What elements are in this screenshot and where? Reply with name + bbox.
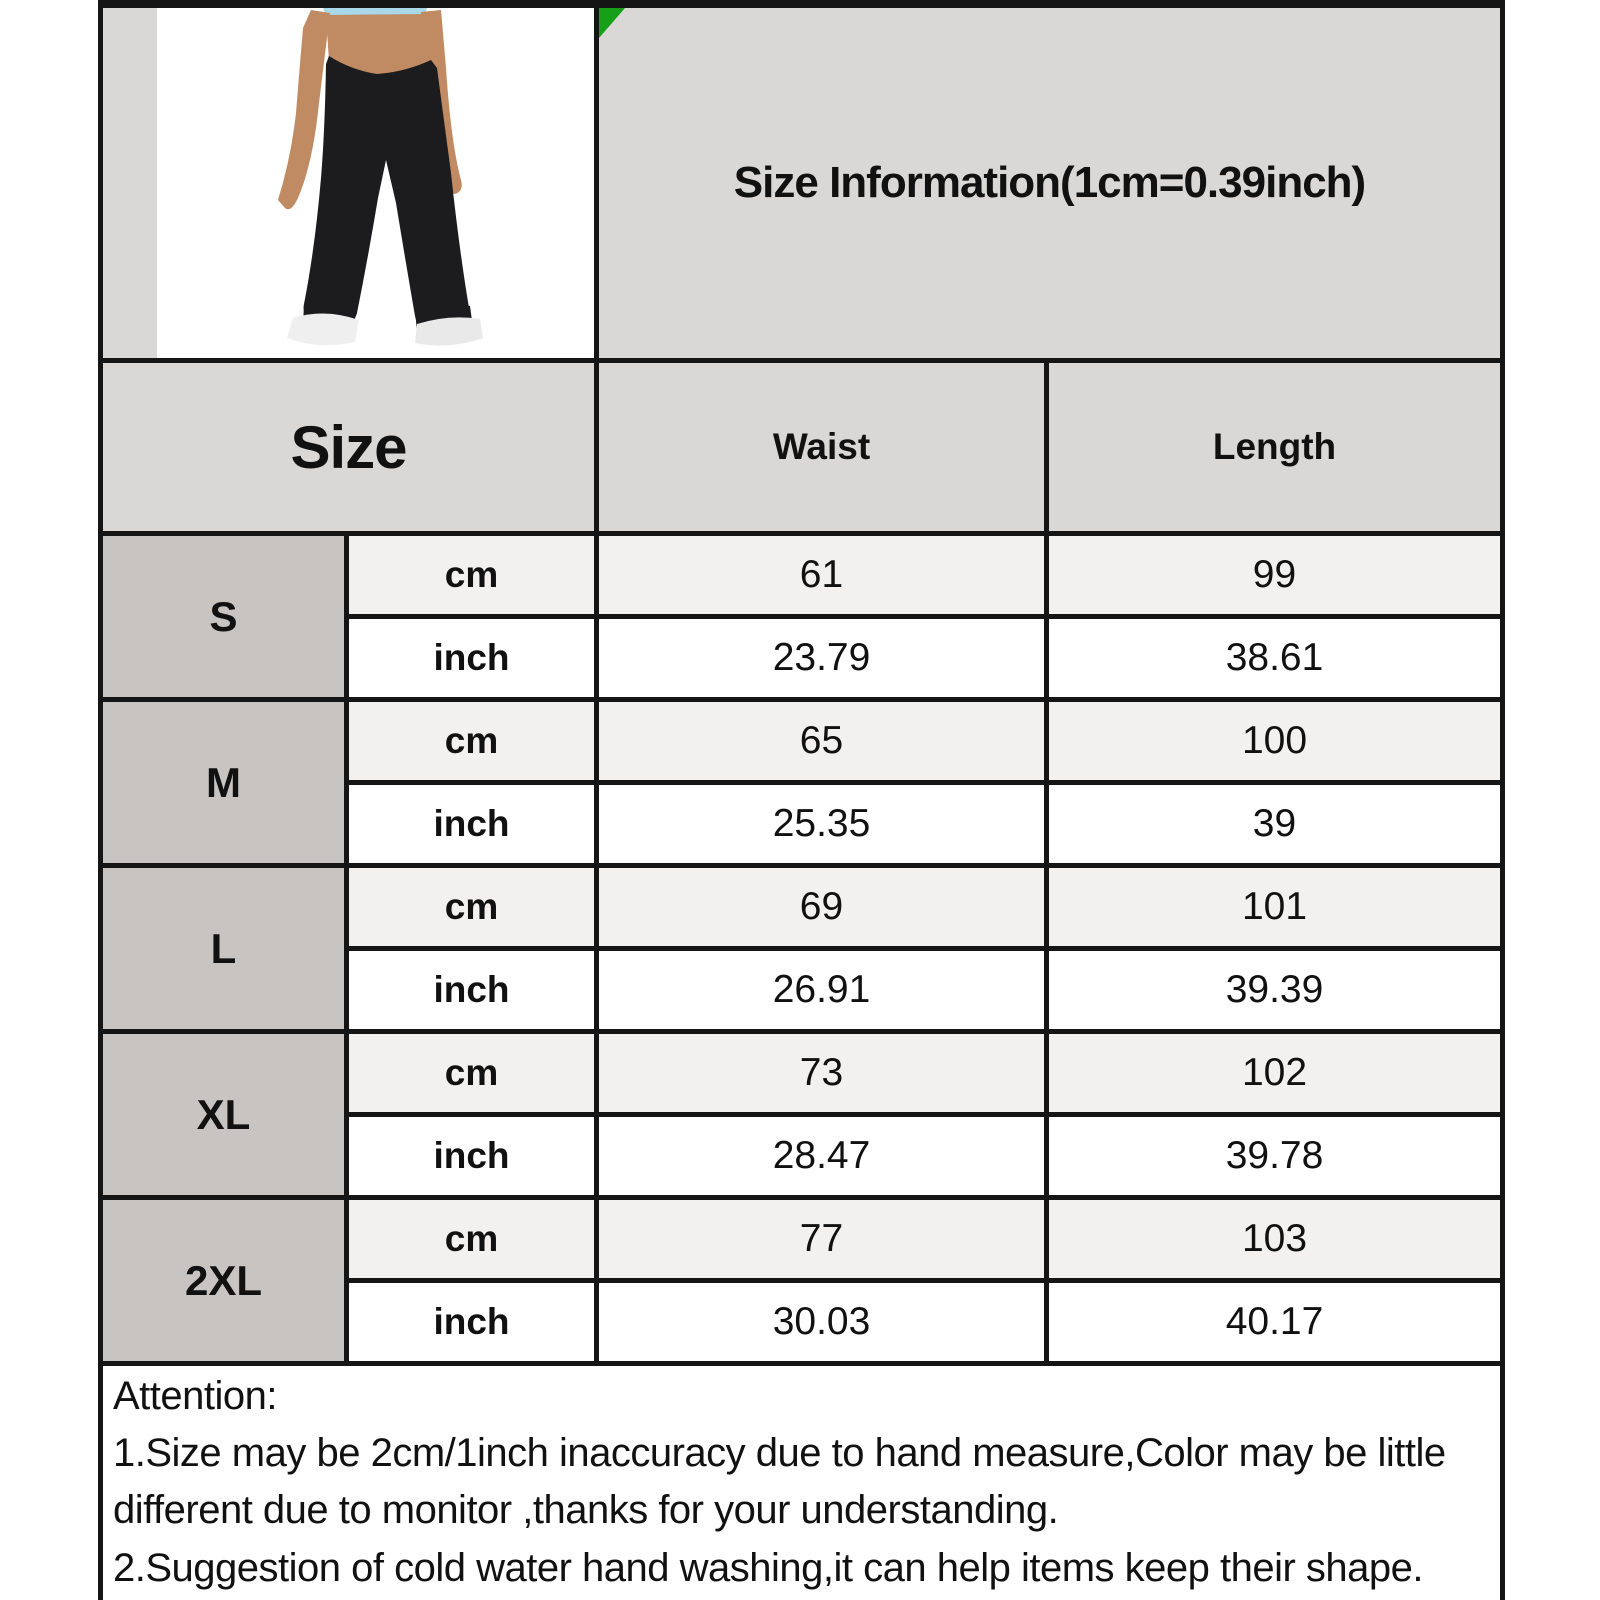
length-value: 39 [1049,785,1500,863]
waist-value: 28.47 [599,1117,1044,1195]
length-value: 100 [1049,702,1500,780]
size-label-s: S [103,536,344,697]
size-label-xl: XL [103,1034,344,1195]
waist-value: 65 [599,702,1044,780]
length-value: 39.78 [1049,1117,1500,1195]
length-value: 101 [1049,868,1500,946]
waist-value: 30.03 [599,1283,1044,1361]
unit-cell: inch [349,951,594,1029]
unit-cell: inch [349,785,594,863]
waist-value: 77 [599,1200,1044,1278]
unit-cell: cm [349,1034,594,1112]
length-value: 39.39 [1049,951,1500,1029]
waist-value: 26.91 [599,951,1044,1029]
product-photo-cell [103,8,594,358]
size-information-header-cell: Size Information(1cm=0.39inch) [599,8,1500,358]
waist-value: 61 [599,536,1044,614]
length-value: 99 [1049,536,1500,614]
green-corner-triangle-icon [599,8,625,38]
attention-line-1: 1.Size may be 2cm/1inch inaccuracy due t… [113,1431,1446,1533]
length-value: 103 [1049,1200,1500,1278]
attention-line-2: 2.Suggestion of cold water hand washing,… [113,1545,1424,1590]
unit-cell: cm [349,1200,594,1278]
waist-value: 25.35 [599,785,1044,863]
unit-cell: inch [349,1283,594,1361]
attention-note: Attention: 1.Size may be 2cm/1inch inacc… [103,1366,1500,1600]
length-value: 40.17 [1049,1283,1500,1361]
flare-leggings-model-photo [161,8,588,354]
waist-value: 23.79 [599,619,1044,697]
column-header-length: Length [1049,363,1500,531]
unit-cell: cm [349,868,594,946]
leggings-model-illustration [277,8,483,346]
waist-value: 73 [599,1034,1044,1112]
waist-value: 69 [599,868,1044,946]
length-value: 102 [1049,1034,1500,1112]
left-gray-strip [103,8,157,358]
attention-heading: Attention: [113,1374,278,1418]
column-header-waist: Waist [599,363,1044,531]
size-chart-table: Size Information(1cm=0.39inch) Size Wais… [98,0,1505,1600]
unit-cell: inch [349,1117,594,1195]
size-label-2xl: 2XL [103,1200,344,1361]
column-header-size: Size [103,363,594,531]
size-label-m: M [103,702,344,863]
size-information-title: Size Information(1cm=0.39inch) [733,158,1366,207]
unit-cell: inch [349,619,594,697]
length-value: 38.61 [1049,619,1500,697]
unit-cell: cm [349,536,594,614]
size-label-l: L [103,868,344,1029]
unit-cell: cm [349,702,594,780]
